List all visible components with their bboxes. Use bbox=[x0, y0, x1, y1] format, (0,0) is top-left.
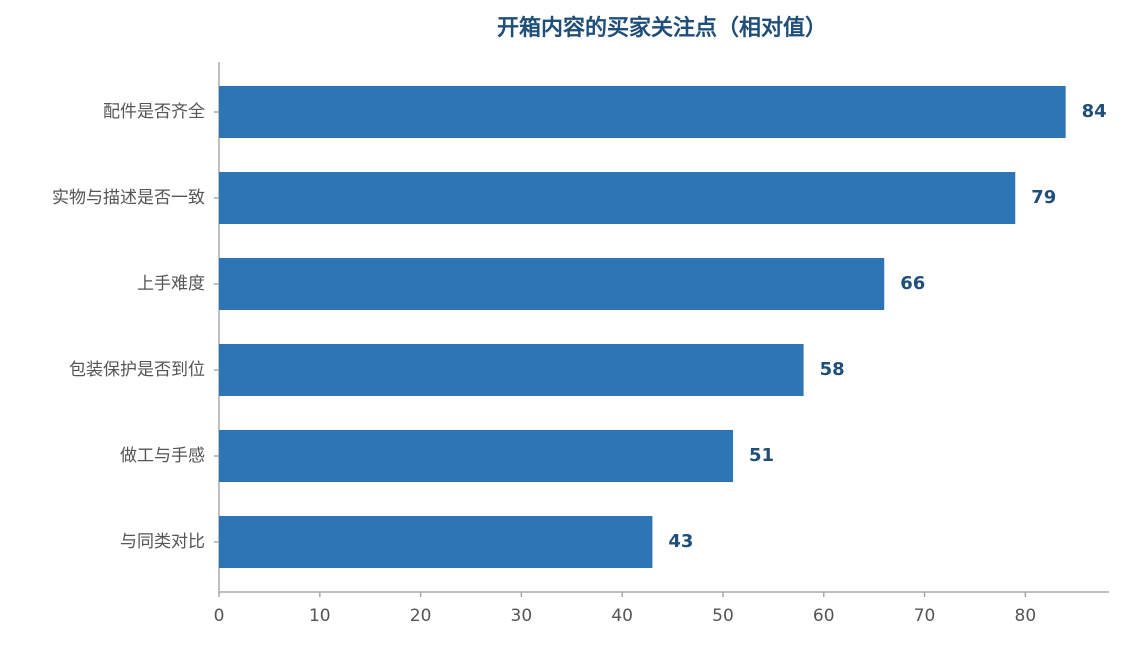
x-tick-label: 10 bbox=[309, 606, 331, 626]
bar bbox=[219, 516, 653, 568]
y-tick-label: 配件是否齐全 bbox=[103, 102, 205, 122]
value-label: 66 bbox=[900, 273, 925, 294]
x-tick-label: 20 bbox=[410, 606, 432, 626]
bar bbox=[219, 430, 734, 482]
value-label: 43 bbox=[668, 531, 693, 552]
chart-title: 开箱内容的买家关注点（相对值） bbox=[497, 15, 827, 41]
x-tick-label: 40 bbox=[611, 606, 633, 626]
x-tick-label: 30 bbox=[511, 606, 533, 626]
bar bbox=[219, 258, 885, 310]
x-tick-label: 60 bbox=[813, 606, 835, 626]
x-tick-label: 80 bbox=[1015, 606, 1037, 626]
x-tick-label: 50 bbox=[712, 606, 734, 626]
value-label: 58 bbox=[820, 359, 845, 380]
y-tick-label: 做工与手感 bbox=[120, 446, 205, 466]
y-tick-label: 包装保护是否到位 bbox=[69, 360, 205, 380]
y-tick-label: 上手难度 bbox=[137, 274, 205, 294]
x-tick-label: 0 bbox=[214, 606, 225, 626]
value-label: 84 bbox=[1082, 101, 1107, 122]
bar bbox=[219, 86, 1066, 138]
bar bbox=[219, 172, 1016, 224]
bar bbox=[219, 344, 804, 396]
x-tick-label: 70 bbox=[914, 606, 936, 626]
value-label: 79 bbox=[1031, 187, 1056, 208]
y-tick-label: 与同类对比 bbox=[120, 532, 205, 552]
y-tick-label: 实物与描述是否一致 bbox=[52, 188, 205, 208]
value-label: 51 bbox=[749, 445, 774, 466]
